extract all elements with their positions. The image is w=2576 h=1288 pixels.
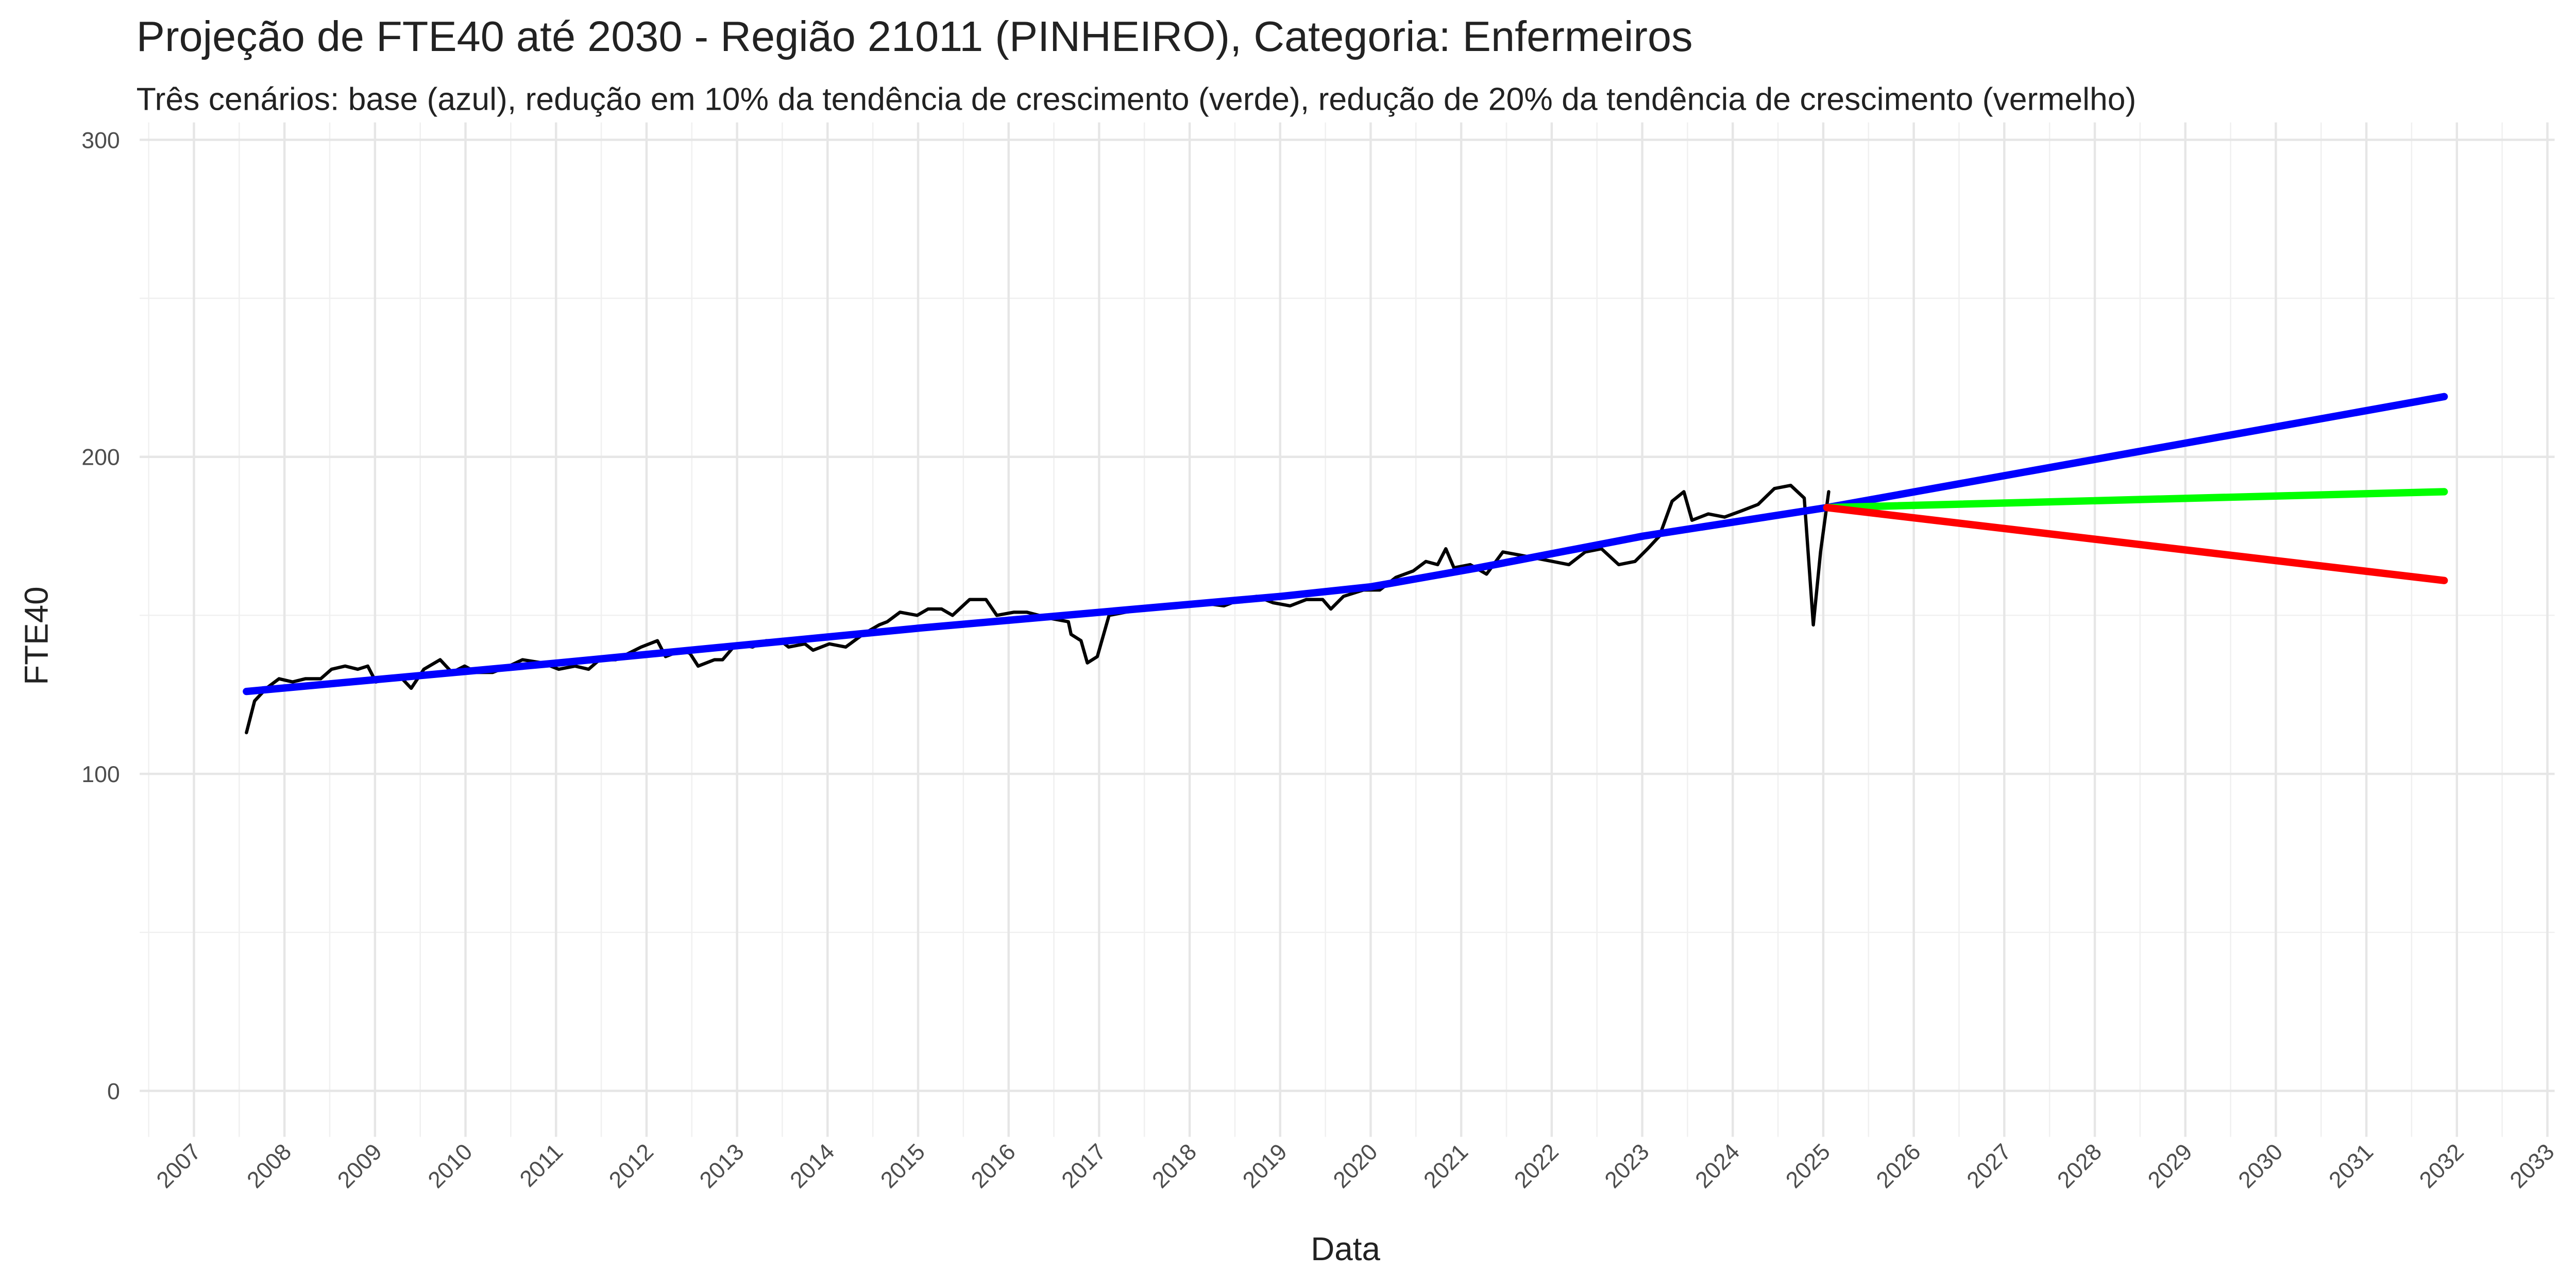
x-tick-label: 2026 bbox=[1872, 1139, 1926, 1193]
y-axis-label: FTE40 bbox=[18, 586, 55, 685]
x-tick-label: 2025 bbox=[1781, 1139, 1835, 1193]
x-tick-label: 2029 bbox=[2143, 1139, 2197, 1193]
x-tick-label: 2028 bbox=[2053, 1139, 2107, 1193]
line-series bbox=[1823, 488, 2448, 512]
x-tick-label: 2007 bbox=[152, 1139, 206, 1193]
x-tick-label: 2013 bbox=[695, 1139, 749, 1193]
y-tick-label: 200 bbox=[81, 445, 120, 470]
x-tick-label: 2020 bbox=[1329, 1139, 1383, 1193]
x-tick-label: 2016 bbox=[967, 1139, 1021, 1193]
x-tick-label: 2014 bbox=[785, 1139, 839, 1193]
x-axis-label: Data bbox=[1311, 1230, 1380, 1267]
x-tick-label: 2032 bbox=[2415, 1139, 2469, 1193]
line-series bbox=[243, 393, 2448, 696]
x-tick-label: 2033 bbox=[2505, 1139, 2560, 1193]
x-tick-label: 2019 bbox=[1238, 1139, 1292, 1193]
x-tick-label: 2024 bbox=[1690, 1139, 1744, 1193]
x-tick-label: 2027 bbox=[1962, 1139, 2016, 1193]
x-tick-label: 2015 bbox=[876, 1139, 930, 1193]
x-tick-label: 2021 bbox=[1419, 1139, 1473, 1193]
x-tick-label: 2023 bbox=[1600, 1139, 1654, 1193]
x-tick-label: 2018 bbox=[1147, 1139, 1201, 1193]
y-tick-label: 0 bbox=[107, 1079, 120, 1104]
y-tick-label: 300 bbox=[81, 128, 120, 153]
chart-subtitle: Três cenários: base (azul), redução em 1… bbox=[137, 81, 2137, 117]
x-tick-label: 2031 bbox=[2324, 1139, 2378, 1193]
x-tick-label: 2010 bbox=[423, 1139, 478, 1193]
y-tick-label: 100 bbox=[81, 762, 120, 787]
line-series bbox=[245, 483, 1831, 735]
chart-title: Projeção de FTE40 até 2030 - Região 2101… bbox=[137, 12, 1693, 60]
layer bbox=[243, 393, 2448, 735]
line-series bbox=[1823, 504, 2448, 584]
x-tick-label: 2017 bbox=[1057, 1139, 1111, 1193]
x-tick-label: 2022 bbox=[1510, 1139, 1564, 1193]
x-tick-label: 2008 bbox=[242, 1139, 296, 1193]
x-tick-label: 2011 bbox=[515, 1139, 568, 1192]
x-tick-label: 2030 bbox=[2234, 1139, 2288, 1193]
layer: 0 100 200 300 2007 2008 2009 2010 2011 2012 2013 20… bbox=[81, 128, 2559, 1193]
x-tick-label: 2009 bbox=[333, 1139, 387, 1193]
layer bbox=[140, 122, 2555, 1137]
x-tick-label: 2012 bbox=[604, 1139, 658, 1193]
